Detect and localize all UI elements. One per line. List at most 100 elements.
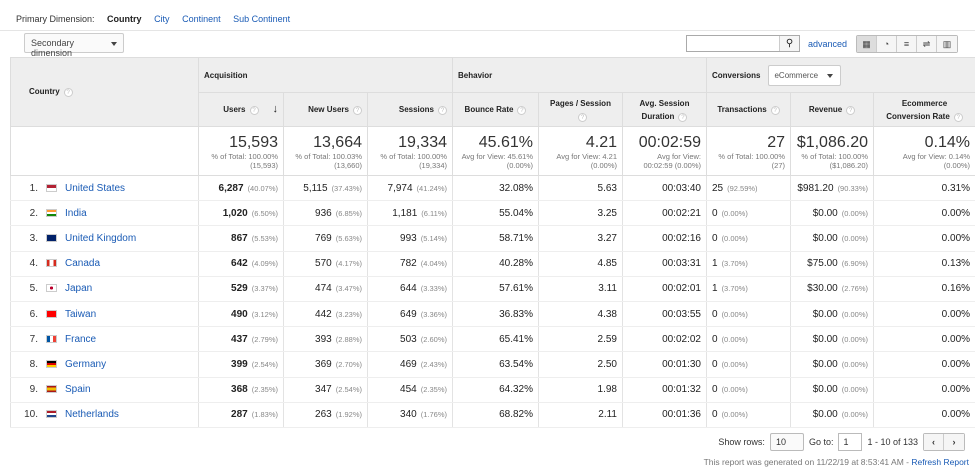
help-icon[interactable]: ? bbox=[438, 106, 447, 115]
cell-conv: 0.00% bbox=[872, 401, 975, 428]
flag-gb-icon bbox=[46, 233, 57, 242]
performance-view-icon[interactable]: ≡ bbox=[897, 36, 917, 52]
col-new-users[interactable]: New Users? bbox=[283, 92, 368, 127]
country-link[interactable]: United States bbox=[65, 182, 126, 194]
show-rows-label: Show rows: bbox=[718, 437, 765, 447]
cell-country: 4. Canada bbox=[10, 250, 199, 277]
help-icon[interactable]: ? bbox=[953, 112, 963, 122]
col-revenue[interactable]: Revenue? bbox=[790, 92, 874, 127]
help-icon[interactable]: ? bbox=[353, 106, 362, 115]
secondary-dimension-dropdown[interactable]: Secondary dimension bbox=[24, 33, 124, 58]
cell-pages: 3.27 bbox=[538, 225, 623, 252]
country-link[interactable]: United Kingdom bbox=[65, 232, 137, 244]
col-ecommerce-conversion-rate[interactable]: Ecommerce Conversion Rate? bbox=[872, 92, 975, 127]
help-icon[interactable]: ? bbox=[517, 106, 527, 115]
cell-bounce: 57.61% bbox=[452, 275, 539, 302]
table-view-icon[interactable]: ▦ bbox=[857, 36, 877, 52]
country-link[interactable]: India bbox=[65, 207, 87, 219]
country-link[interactable]: Germany bbox=[65, 358, 107, 370]
pivot-view-icon[interactable]: ▥ bbox=[937, 36, 957, 52]
group-acquisition: Acquisition bbox=[198, 57, 453, 93]
cell-conv: 0.00% bbox=[872, 300, 975, 328]
country-link[interactable]: France bbox=[65, 333, 97, 345]
table-row: 1. United States 6,287 (40.07%) 5,115 (37.43%… bbox=[10, 174, 975, 202]
search-input[interactable]: ⚲ bbox=[686, 35, 800, 52]
cell-duration: 00:03:40 bbox=[622, 174, 707, 202]
country-link[interactable]: Japan bbox=[65, 283, 93, 295]
country-link[interactable]: Canada bbox=[65, 258, 101, 270]
country-link[interactable]: Spain bbox=[65, 384, 91, 396]
dimension-city[interactable]: City bbox=[154, 14, 170, 24]
pie-view-icon[interactable]: ◔ bbox=[877, 36, 897, 52]
cell-sessions: 340 (1.76%) bbox=[367, 401, 453, 428]
help-icon[interactable]: ? bbox=[578, 112, 587, 122]
cell-pages: 2.11 bbox=[538, 401, 623, 428]
table-row: 4. Canada 642 (4.09%) 570 (4.17%) 782 (4.04%) 40… bbox=[10, 250, 975, 277]
country-link[interactable]: Netherlands bbox=[65, 409, 119, 421]
help-icon[interactable]: ? bbox=[249, 106, 259, 115]
cell-revenue: $0.00 (0.00%) bbox=[790, 351, 874, 378]
dimension-continent[interactable]: Continent bbox=[182, 14, 221, 24]
cell-revenue: $0.00 (0.00%) bbox=[790, 200, 874, 227]
advanced-link[interactable]: advanced bbox=[808, 39, 848, 49]
help-icon[interactable]: ? bbox=[846, 106, 856, 115]
col-bounce-rate[interactable]: Bounce Rate? bbox=[452, 92, 539, 127]
cell-revenue: $981.20 (90.33%) bbox=[790, 174, 874, 202]
cell-users: 490 (3.12%) bbox=[198, 300, 284, 328]
show-rows-select[interactable]: 10 bbox=[769, 433, 804, 451]
comparison-view-icon[interactable]: ⇌ bbox=[917, 36, 937, 52]
cell-revenue: $0.00 (0.00%) bbox=[790, 401, 874, 428]
table-row: 9. Spain 368 (2.35%) 347 (2.54%) 454 (2.35%) 64.… bbox=[10, 376, 975, 403]
cell-users: 1,020 (6.50%) bbox=[198, 200, 284, 227]
cell-bounce: 58.71% bbox=[452, 225, 539, 252]
next-page-button[interactable]: › bbox=[944, 434, 964, 450]
table-row: 3. United Kingdom 867 (5.53%) 769 (5.63%) 993(… bbox=[10, 225, 975, 252]
refresh-report-link[interactable]: Refresh Report bbox=[911, 457, 969, 467]
flag-ca-icon bbox=[46, 259, 57, 268]
cell-trans: 0 (0.00%) bbox=[706, 351, 791, 378]
cell-sessions: 7,974 (41.24%) bbox=[367, 174, 453, 202]
table-row: 7. France 437 (2.79%) 393 (2.88%) 503 (2.60%) 65… bbox=[10, 326, 975, 353]
dimension-country[interactable]: Country bbox=[107, 14, 142, 24]
sort-descending-icon[interactable]: ↓ bbox=[272, 103, 279, 115]
cell-users: 642 (4.09%) bbox=[198, 250, 284, 277]
cell-trans: 0 (0.00%) bbox=[706, 376, 791, 403]
col-country[interactable]: Country? bbox=[10, 57, 199, 127]
cell-trans: 0 (0.00%) bbox=[706, 326, 791, 353]
cell-revenue: $30.00 (2.76%) bbox=[790, 275, 874, 302]
cell-conv: 0.00% bbox=[872, 326, 975, 353]
country-link[interactable]: Taiwan bbox=[65, 308, 97, 320]
cell-trans: 25 (92.59%) bbox=[706, 174, 791, 202]
col-transactions[interactable]: Transactions? bbox=[706, 92, 791, 127]
cell-new_users: 570 (4.17%) bbox=[283, 250, 368, 277]
flag-de-icon bbox=[46, 359, 57, 368]
goto-input[interactable]: 1 bbox=[838, 433, 863, 451]
prev-page-button[interactable]: ‹ bbox=[924, 434, 944, 450]
col-avg-session-duration[interactable]: Avg. Session Duration? bbox=[622, 92, 707, 127]
table-row: 6. Taiwan 490 (3.12%) 442 (3.23%) 649 (3.36%) 36… bbox=[10, 300, 975, 328]
col-sessions[interactable]: Sessions? bbox=[367, 92, 453, 127]
cell-users: 437 (2.79%) bbox=[198, 326, 284, 353]
cell-users: 399 (2.54%) bbox=[198, 351, 284, 378]
conversion-type-dropdown[interactable]: eCommerce bbox=[768, 64, 842, 86]
cell-conv: 0.00% bbox=[872, 225, 975, 252]
dimension-sub-continent[interactable]: Sub Continent bbox=[233, 14, 291, 24]
total-cell: 0.14% Avg for View: 0.14% (0.00%) bbox=[872, 126, 975, 176]
cell-duration: 00:02:21 bbox=[622, 200, 707, 227]
dimension-bar: Primary Dimension: Country City Continen… bbox=[0, 0, 975, 31]
report-generated-note: This report was generated on 11/22/19 at… bbox=[703, 457, 969, 467]
cell-new_users: 347 (2.54%) bbox=[283, 376, 368, 403]
cell-revenue: $0.00 (0.00%) bbox=[790, 376, 874, 403]
help-icon[interactable]: ? bbox=[678, 112, 688, 122]
cell-conv: 0.16% bbox=[872, 275, 975, 302]
col-pages-session[interactable]: Pages / Session? bbox=[538, 92, 623, 127]
col-users[interactable]: Users? ↓ bbox=[198, 92, 284, 127]
cell-bounce: 68.82% bbox=[452, 401, 539, 428]
help-icon[interactable]: ? bbox=[63, 88, 73, 97]
cell-conv: 0.00% bbox=[872, 351, 975, 378]
cell-trans: 0 (0.00%) bbox=[706, 200, 791, 227]
cell-pages: 3.11 bbox=[538, 275, 623, 302]
search-icon[interactable]: ⚲ bbox=[779, 36, 799, 51]
help-icon[interactable]: ? bbox=[770, 106, 780, 115]
cell-pages: 1.98 bbox=[538, 376, 623, 403]
